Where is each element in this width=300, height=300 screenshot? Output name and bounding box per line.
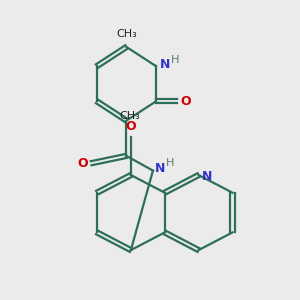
Text: O: O [180, 95, 191, 108]
Text: N: N [159, 58, 170, 71]
Text: CH₃: CH₃ [119, 111, 140, 122]
Text: O: O [77, 157, 88, 170]
Text: CH₃: CH₃ [116, 29, 137, 39]
Text: O: O [125, 120, 136, 133]
Text: N: N [154, 162, 165, 175]
Text: H: H [171, 55, 180, 64]
Text: H: H [166, 158, 175, 168]
Text: N: N [202, 170, 212, 183]
